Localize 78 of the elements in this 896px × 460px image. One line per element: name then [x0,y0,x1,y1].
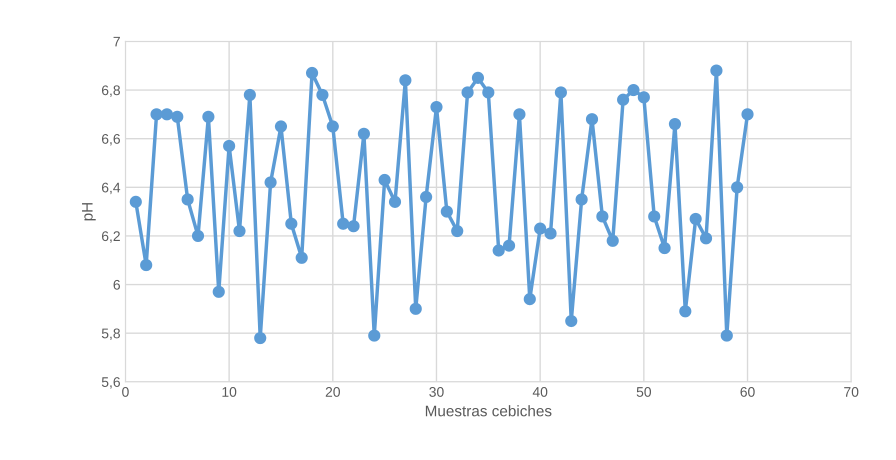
point [130,196,142,208]
point [606,234,619,247]
point [378,174,391,186]
point [710,64,722,77]
point [731,181,744,194]
point [534,222,546,235]
point [358,128,370,140]
point [368,330,380,342]
point [326,120,339,133]
point [254,332,266,344]
point [430,100,443,114]
y-axis-title: pH [82,203,96,220]
point [182,193,194,206]
point [285,218,298,230]
point [679,305,692,318]
x-tick-label: 0 [122,387,129,397]
point [212,286,225,298]
point [462,86,474,99]
x-tick-label: 50 [636,387,652,397]
point [741,108,754,120]
point [440,206,453,218]
point [472,72,484,84]
x-axis-title: Muestras cebiches [426,405,552,416]
y-tick-label: 5,6 [102,377,120,389]
point [658,242,671,254]
point [202,110,214,123]
point [264,176,277,188]
point [244,88,256,101]
x-tick-label: 20 [326,387,340,397]
point [544,227,557,240]
point [399,74,412,86]
point [720,330,733,342]
y-tick-label: 6 [114,280,120,290]
point [617,94,630,106]
x-tick-label: 30 [429,387,444,397]
y-tick-label: 6,4 [102,182,120,194]
point [337,218,350,230]
point [306,66,318,80]
y-tick-label: 7 [114,36,120,46]
point [492,244,505,257]
point [565,314,578,328]
point [233,224,246,238]
point [576,193,588,206]
point [648,210,660,223]
point [192,230,204,242]
point [596,210,608,223]
point [420,190,432,204]
point [554,86,567,99]
point [700,232,712,244]
point [223,140,236,152]
x-tick-label: 40 [532,387,548,397]
point [160,108,173,120]
y-tick-label: 6,2 [102,231,120,243]
point [451,224,464,238]
x-tick-label: 10 [222,387,236,397]
point [690,212,702,225]
point [296,252,308,264]
point [150,108,163,120]
x-tick-label: 70 [844,387,858,397]
point [347,220,360,232]
point [410,302,422,315]
point [482,86,494,99]
y-tick-label: 6,6 [102,134,120,146]
point [638,91,650,104]
point [502,240,516,252]
point [274,120,288,133]
point [171,110,184,123]
point [668,118,682,130]
point [627,84,640,96]
point [316,88,329,101]
point [388,196,402,208]
point [586,113,598,126]
point [524,293,536,306]
x-tick-label: 60 [740,387,755,397]
y-tick-label: 6,8 [102,85,120,97]
point [140,259,152,272]
point [513,108,526,120]
y-tick-label: 5,8 [102,328,120,340]
